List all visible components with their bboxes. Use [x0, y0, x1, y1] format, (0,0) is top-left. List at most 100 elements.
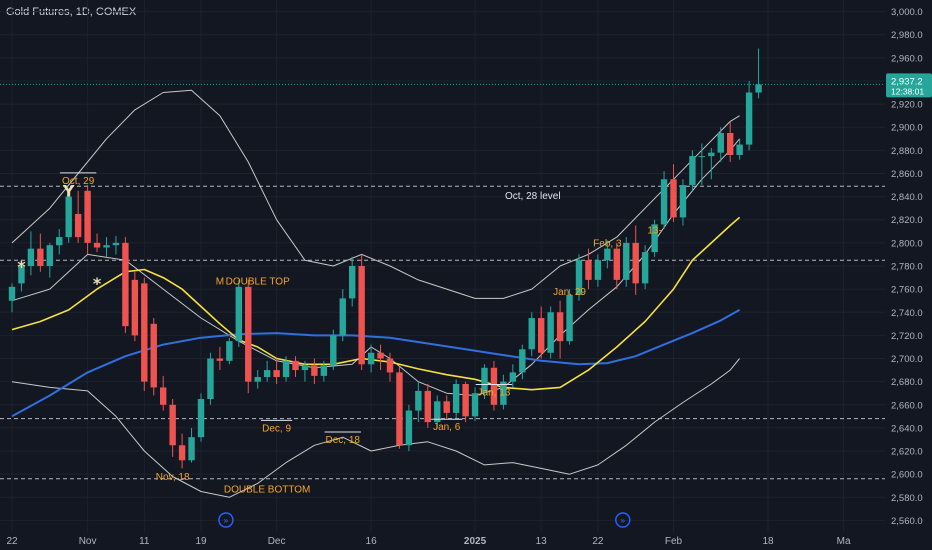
- y-tick-label: 2,660.0: [891, 400, 923, 411]
- event-icon[interactable]: »: [218, 512, 234, 528]
- candle-body: [292, 360, 299, 371]
- candle-body: [575, 260, 583, 295]
- candle-body: [641, 252, 649, 284]
- candle-body: [755, 84, 762, 93]
- candle-body: [623, 242, 630, 280]
- y-tick-label: 2,560.0: [891, 516, 923, 527]
- candle-body: [679, 185, 687, 218]
- candle-body: [698, 156, 706, 158]
- candle-body: [18, 266, 25, 284]
- candle-body: [65, 196, 72, 238]
- x-tick-label: 13: [536, 536, 548, 547]
- annotation-label: Jan, 13: [478, 388, 511, 399]
- candle-body: [56, 237, 63, 246]
- y-tick-label: 2,900.0: [891, 123, 923, 134]
- moving-averages: [11, 216, 741, 418]
- candle-body: [604, 248, 611, 261]
- y-tick-label: 2,620.0: [891, 447, 923, 458]
- chart-marker: *: [17, 257, 26, 276]
- ma-long-line: [11, 309, 741, 418]
- candle-body: [93, 242, 101, 248]
- x-tick-label: Nov: [79, 536, 97, 547]
- candle-body: [670, 179, 677, 218]
- candle-body: [301, 365, 309, 371]
- candle-body: [386, 358, 394, 373]
- candle-body: [207, 358, 214, 399]
- event-icon-circle: [615, 512, 631, 528]
- x-tick-label: 22: [6, 536, 18, 547]
- candle-body: [320, 365, 328, 376]
- candle-body: [150, 323, 157, 388]
- candle-body: [717, 133, 724, 153]
- y-tick-label: 3,000.0: [891, 7, 923, 18]
- candle-body: [434, 401, 441, 423]
- last-price-value: 2,937.2: [891, 76, 923, 87]
- last-price-tag: 2,937.212:38:01: [886, 73, 932, 98]
- candle-body: [547, 312, 554, 353]
- x-tick-label: Ma: [837, 536, 851, 547]
- x-tick-label: 19: [195, 536, 207, 547]
- candle-body: [708, 152, 715, 157]
- candle-body: [727, 133, 734, 155]
- candle-body: [509, 372, 517, 382]
- x-tick-label: 11: [139, 536, 150, 547]
- candle-body: [112, 242, 120, 246]
- annotation-label: M: [216, 277, 224, 288]
- annotation-label: DOUBLE TOP: [226, 277, 290, 288]
- candle-body: [282, 360, 290, 378]
- candle-body: [131, 279, 139, 336]
- chart-marker: Y: [62, 182, 75, 201]
- annotation-label: DOUBLE BOTTOM: [224, 485, 311, 496]
- candle-body: [122, 242, 129, 327]
- band-upper-line: [11, 89, 740, 299]
- candle-body: [216, 358, 224, 361]
- candle-body: [197, 399, 205, 438]
- candle-body: [651, 224, 658, 253]
- y-tick-label: 2,920.0: [891, 100, 923, 111]
- candle-body: [490, 367, 498, 405]
- candle-body: [37, 248, 44, 266]
- candle-body: [8, 286, 16, 301]
- y-tick-label: 2,760.0: [891, 285, 923, 296]
- candle-body: [254, 377, 261, 382]
- annotation-label: 13-: [647, 226, 661, 237]
- y-tick-label: 2,600.0: [891, 470, 923, 481]
- candle-body: [377, 352, 384, 359]
- candle-body: [349, 266, 356, 299]
- event-icon-circle: [218, 512, 234, 528]
- candle-body: [745, 92, 753, 145]
- candle-body: [556, 312, 564, 342]
- candle-body: [235, 286, 242, 342]
- y-tick-label: 2,720.0: [891, 331, 923, 342]
- x-tick-label: 2025: [464, 536, 487, 547]
- y-tick-label: 2,780.0: [891, 262, 923, 273]
- candle-body: [528, 318, 535, 350]
- y-tick-label: 2,680.0: [891, 377, 923, 388]
- candle-body: [103, 245, 110, 248]
- candle-body: [160, 387, 167, 405]
- event-icon-glyph: »: [223, 517, 229, 527]
- x-tick-label: 22: [592, 536, 604, 547]
- candle-body: [424, 390, 431, 423]
- event-icon[interactable]: »: [615, 512, 631, 528]
- candle-body: [84, 190, 91, 243]
- candle-body: [358, 266, 365, 365]
- annotation-label: Jan, 6: [433, 422, 461, 433]
- candle-body: [632, 242, 639, 284]
- y-tick-label: 2,800.0: [891, 238, 923, 249]
- candle-body: [74, 213, 82, 238]
- candle-body: [46, 245, 53, 266]
- candle-body: [415, 390, 422, 411]
- candle-body: [736, 144, 743, 155]
- candle-body: [263, 370, 271, 378]
- candle-body: [245, 286, 252, 382]
- y-tick-label: 2,840.0: [891, 192, 923, 203]
- candle-body: [443, 401, 450, 413]
- y-tick-label: 2,640.0: [891, 423, 923, 434]
- candle-body: [689, 156, 696, 186]
- candle-body: [452, 383, 460, 413]
- candle-body: [339, 298, 346, 336]
- candle-body: [405, 410, 413, 446]
